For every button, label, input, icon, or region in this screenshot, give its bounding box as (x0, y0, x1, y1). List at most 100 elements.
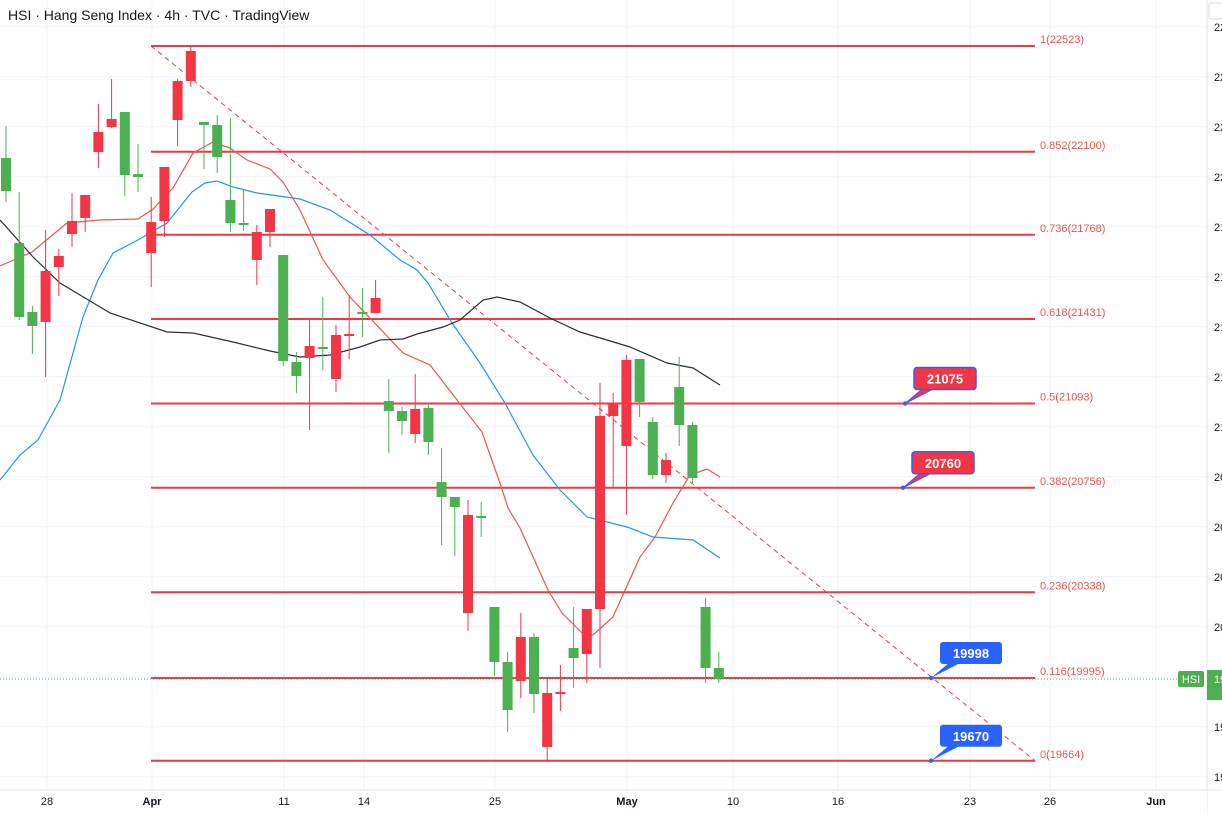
current-price-label: 19991 (1214, 674, 1222, 686)
candle-body (423, 408, 434, 442)
callout-box (940, 724, 1002, 747)
symbol-label: HSI (1182, 674, 1200, 686)
time-tick-label: 25 (489, 796, 501, 808)
candle-body (581, 609, 592, 654)
fib-level-label: 1(22523) (1040, 34, 1084, 46)
candle-body (278, 255, 289, 361)
callout-label: 20760 (925, 456, 961, 471)
callout-anchor-dot (928, 758, 934, 763)
candle-body (14, 243, 25, 317)
fib-retracement[interactable]: 1(22523) 0.852(22100) 0.736(21768) 0.618(21… (150, 34, 1105, 762)
candle-body (555, 692, 566, 694)
candle-body (700, 607, 711, 668)
candle-body (370, 298, 381, 313)
price-tick-label: 21800 (1214, 222, 1222, 234)
callout-anchor-dot (902, 401, 908, 406)
candle-body (238, 223, 249, 225)
candle-body (383, 401, 394, 411)
callout-box (911, 451, 975, 475)
candle-body (436, 482, 447, 497)
candle-body (317, 347, 328, 349)
fib-level-label: 0.382(20756) (1040, 476, 1105, 488)
candle-body (172, 81, 183, 120)
candle-body (608, 403, 619, 416)
price-axis[interactable]: 22600 22400 22200 22000 21800 21600 21400 21200… (1178, 0, 1222, 814)
candle-body (463, 515, 473, 613)
time-tick-label: 28 (41, 796, 53, 808)
candle-body (265, 209, 275, 232)
price-tick-label: 22200 (1214, 122, 1222, 134)
fib-level-label: 0.852(22100) (1040, 140, 1105, 152)
price-tick-label: 20400 (1214, 572, 1222, 584)
time-tick-label: 16 (832, 796, 844, 808)
grid (0, 0, 1207, 790)
candle-body (212, 125, 223, 157)
candle-body (357, 312, 368, 314)
symbol-price-tag (1178, 671, 1204, 687)
candle-body (542, 693, 553, 747)
trendline-dashed[interactable] (150, 45, 1036, 762)
candles (0, 46, 1178, 762)
candle-body (80, 195, 91, 218)
time-axis[interactable]: 28 Apr 11 14 25 May 10 16 23 26 Jun (0, 789, 1222, 814)
moving-average-line (0, 180, 721, 559)
candle-body (304, 346, 315, 358)
fib-level-label: 0.236(20338) (1040, 580, 1105, 592)
time-tick-label: 14 (358, 796, 370, 808)
price-callout[interactable]: 19670 (928, 724, 1002, 763)
price-tick-label: 21000 (1214, 422, 1222, 434)
price-tick-label: 19600 (1214, 772, 1222, 784)
price-tick-label: 19800 (1214, 722, 1222, 734)
axis-settings-button[interactable] (1208, 2, 1222, 20)
moving-average-line (0, 141, 721, 636)
price-tick-label: 22400 (1214, 72, 1222, 84)
candle-body (344, 334, 355, 336)
candle-body (647, 422, 658, 475)
candle-body (119, 112, 130, 175)
candle-body (199, 122, 209, 125)
moving-averages (0, 141, 721, 636)
callout-box (940, 642, 1002, 664)
price-tick-label: 21400 (1214, 322, 1222, 334)
candle-body (133, 174, 143, 177)
candle-body (713, 668, 724, 679)
candle-body (410, 409, 421, 434)
price-callout[interactable]: 20760 (900, 451, 975, 490)
candle-body (529, 637, 539, 694)
candle-body (53, 256, 64, 267)
candle-body (502, 662, 513, 710)
fib-level-label: 0.5(21093) (1040, 392, 1093, 404)
price-tick-label: 20800 (1214, 472, 1222, 484)
time-tick-label: 11 (278, 796, 289, 808)
candle-body (225, 200, 236, 223)
callout-label: 19998 (953, 646, 989, 661)
time-tick-label: May (616, 796, 638, 808)
chart-title: HSI · Hang Seng Index · 4h · TVC · Tradi… (8, 7, 310, 23)
time-axis-background (0, 790, 1207, 814)
callouts[interactable]: 21075 20760 19998 19670 (900, 366, 1002, 763)
fib-level-label: 0.736(21768) (1040, 223, 1105, 235)
candle-body (674, 387, 685, 425)
moving-average-line (0, 219, 721, 386)
candle-body (595, 416, 605, 609)
candle-body (397, 411, 407, 421)
callout-pointer (931, 744, 962, 761)
candle-body (449, 497, 460, 507)
fib-level-label: 0.618(21431) (1040, 307, 1105, 319)
candle-body (621, 360, 632, 446)
candle-body (634, 359, 645, 402)
candle-body (476, 516, 487, 518)
price-callout[interactable]: 19998 (928, 642, 1002, 681)
candle-body (331, 335, 341, 379)
candle-body (687, 425, 698, 478)
candle-body (27, 312, 38, 326)
price-tick-label: 20600 (1214, 522, 1222, 534)
candle-body (40, 271, 51, 322)
time-tick-label: 26 (1044, 796, 1056, 808)
callout-anchor-dot (900, 485, 906, 490)
candle-body (661, 460, 671, 475)
price-callout[interactable]: 21075 (902, 366, 977, 406)
callout-box (913, 366, 977, 391)
fib-level-label: 0.116(19995) (1040, 666, 1105, 678)
